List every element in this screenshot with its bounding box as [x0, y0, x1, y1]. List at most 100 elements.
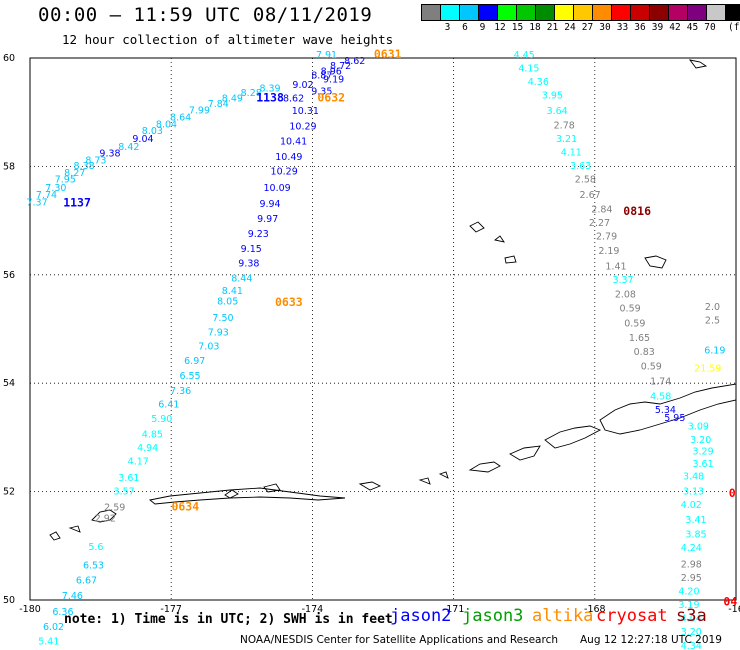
track-time-label: 04: [723, 594, 737, 608]
wave-height-value: 7.93: [208, 328, 229, 339]
wave-height-value: 6.36: [52, 607, 73, 618]
wave-height-value: 2.5: [705, 316, 720, 327]
wave-height-value: 5.41: [38, 636, 59, 647]
wave-height-value: 10.29: [271, 167, 298, 178]
land-outline: [418, 477, 431, 485]
wave-height-value: 10.41: [280, 137, 307, 148]
wave-height-value: 8.87: [311, 71, 332, 82]
land-outline: [263, 483, 281, 493]
legend-s3a: s3a: [676, 606, 707, 626]
color-scale-label: 45: [686, 22, 699, 33]
wave-height-value: 7.50: [212, 313, 233, 324]
color-scale-label: 6: [462, 22, 468, 33]
y-tick-label: 50: [3, 595, 15, 606]
wave-height-value: 4.58: [650, 391, 671, 402]
color-scale-label: 12: [494, 22, 506, 33]
wave-height-value: 10.31: [292, 106, 319, 117]
wave-height-value: 9.94: [259, 199, 280, 210]
land-outline: [438, 471, 449, 479]
land-outline: [224, 489, 239, 499]
wave-height-value: 4.15: [518, 64, 539, 75]
wave-height-value: 2.0: [705, 302, 720, 313]
wave-height-value: 8.39: [259, 84, 280, 95]
land-outline: [599, 383, 737, 435]
wave-height-value: 1.65: [629, 333, 650, 344]
credit-timestamp: Aug 12 12:27:18 UTC 2019: [580, 634, 722, 646]
y-tick-label: 60: [3, 53, 15, 64]
wave-height-value: 7.99: [189, 105, 210, 116]
wave-height-value: 3.29: [692, 447, 713, 458]
land-outline: [469, 221, 485, 233]
track-time-label: 1138: [256, 90, 284, 104]
wave-height-value: 9.35: [311, 86, 332, 97]
wave-height-value: 3.64: [547, 106, 568, 117]
wave-height-value: 8.04: [156, 119, 177, 130]
wave-height-value: 1.41: [605, 261, 626, 272]
color-scale-label: 24: [564, 22, 576, 33]
wave-height-value: 8.05: [217, 297, 238, 308]
wave-height-value: 2.19: [598, 246, 619, 257]
wave-height-value: 9.38: [238, 259, 259, 270]
wave-height-value: 8.62: [283, 93, 304, 104]
wave-height-value: 4.24: [681, 543, 702, 554]
wave-height-value: 2.95: [681, 573, 702, 584]
color-scale-label: 18: [529, 22, 541, 33]
track-time-label: 0816: [623, 204, 651, 218]
wave-height-value: 9.02: [292, 80, 313, 91]
wave-height-value: 4.85: [142, 429, 163, 440]
wave-height-value: 8.27: [64, 168, 85, 179]
land-outline: [644, 255, 667, 269]
wave-height-value: 3.09: [688, 421, 709, 432]
wave-height-value: 9.15: [241, 244, 262, 255]
wave-height-value: 7.03: [198, 342, 219, 353]
wave-height-value: 4.02: [681, 500, 702, 511]
wave-height-value: 8.49: [222, 93, 243, 104]
land-outline: [544, 425, 602, 449]
x-tick-label: -168: [584, 604, 606, 615]
x-tick-label: -16: [728, 604, 740, 615]
legend-jason3: jason3: [462, 606, 524, 626]
wave-height-value: 6.53: [83, 561, 104, 572]
wave-height-value: 4.34: [681, 641, 702, 650]
wave-height-value: 7.30: [45, 183, 66, 194]
wave-height-value: 2.67: [580, 190, 601, 201]
track-time-label: 1137: [63, 196, 91, 210]
x-tick-label: -171: [443, 604, 465, 615]
x-tick-label: -180: [19, 604, 41, 615]
track-time-label: 0: [729, 486, 736, 500]
wave-height-value: 5.95: [664, 413, 685, 424]
wave-height-value: 3.48: [683, 472, 704, 483]
wave-height-value: 0.59: [624, 318, 645, 329]
wave-height-value: 7.36: [170, 386, 191, 397]
wave-height-value: 3.13: [683, 486, 704, 497]
track-time-label: 0634: [171, 500, 199, 514]
wave-height-value: 7.91: [316, 50, 337, 61]
wave-height-value: 2.78: [554, 120, 575, 131]
color-scale-labels: 3 6 9 12 15 18 21 24 27 30 33 36 39 42 45 70: [422, 22, 740, 36]
wave-height-value: 3.61: [692, 459, 713, 470]
wave-height-value: 7.46: [62, 591, 83, 602]
wave-height-value: 7.37: [26, 197, 47, 208]
wave-height-value: 8.38: [74, 161, 95, 172]
wave-height-value: 2.92: [95, 513, 116, 524]
wave-height-value: 4.17: [128, 457, 149, 468]
wave-height-value: 4.36: [528, 77, 549, 88]
wave-height-value: 8.41: [222, 286, 243, 297]
land-outline: [91, 509, 117, 523]
wave-height-value: 4.11: [561, 148, 582, 159]
land-outline: [504, 255, 517, 264]
wave-height-value: 3.61: [118, 473, 139, 484]
wave-height-value: 0.59: [641, 362, 662, 373]
wave-height-value: 3.19: [678, 600, 699, 611]
color-scale-unit: (ft): [728, 22, 740, 33]
track-time-label: 0631: [374, 47, 402, 61]
x-tick-label: -174: [302, 604, 324, 615]
color-scale-label: 27: [581, 22, 594, 33]
wave-height-value: 8.03: [142, 126, 163, 137]
wave-height-value: 6.67: [76, 576, 97, 587]
wave-height-value: 8.73: [85, 156, 106, 167]
wave-height-value: 7.84: [208, 99, 229, 110]
wave-height-value: 6.97: [184, 356, 205, 367]
wave-height-value: 6.02: [43, 622, 64, 633]
wave-height-value: 2.79: [596, 232, 617, 243]
